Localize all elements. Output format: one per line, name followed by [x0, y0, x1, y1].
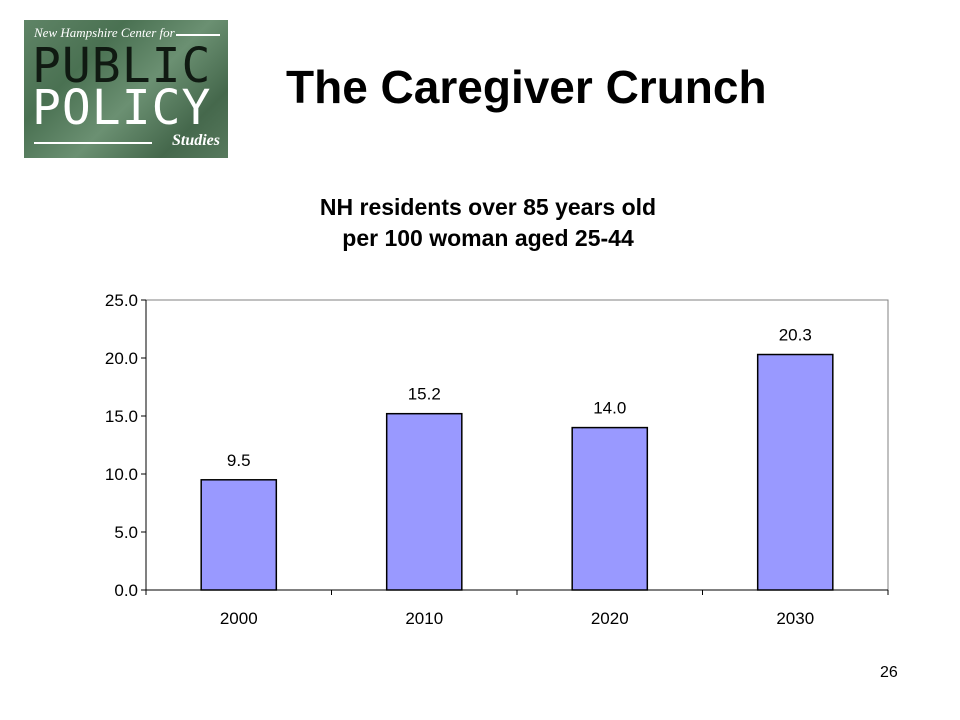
logo-rule-bottom	[34, 142, 152, 144]
y-tick-label: 0.0	[114, 581, 138, 600]
x-tick-label: 2000	[220, 609, 258, 628]
data-label: 9.5	[227, 451, 251, 470]
x-tick-label: 2030	[776, 609, 814, 628]
chart-title-line-2: per 100 woman aged 25-44	[342, 225, 634, 251]
data-label: 20.3	[779, 326, 812, 345]
bar	[571, 426, 649, 591]
y-tick-label: 10.0	[105, 465, 138, 484]
y-tick-label: 5.0	[114, 523, 138, 542]
y-tick-label: 25.0	[105, 291, 138, 310]
logo-rule-top	[176, 34, 220, 36]
data-label: 15.2	[408, 385, 441, 404]
logo-word-public: PUBLIC	[32, 38, 212, 94]
page-title: The Caregiver Crunch	[286, 61, 767, 113]
logo-word-policy: POLICY	[32, 80, 212, 136]
chart-title-line-1: NH residents over 85 years old	[319, 194, 657, 220]
bar	[200, 479, 278, 591]
page-number: 26	[880, 664, 898, 681]
chart-title: NH residents over 85 years old per 100 w…	[0, 192, 960, 254]
bar	[385, 412, 463, 591]
x-tick-label: 2020	[591, 609, 629, 628]
y-tick-label: 20.0	[105, 349, 138, 368]
logo-org-text: New Hampshire Center for	[34, 25, 175, 40]
logo-studies-text: Studies	[171, 132, 220, 149]
x-tick-label: 2010	[405, 609, 443, 628]
data-label: 14.0	[593, 399, 626, 418]
y-tick-label: 15.0	[105, 407, 138, 426]
bar	[756, 353, 834, 591]
logo: New Hampshire Center for PUBLIC POLICY S…	[24, 20, 228, 158]
